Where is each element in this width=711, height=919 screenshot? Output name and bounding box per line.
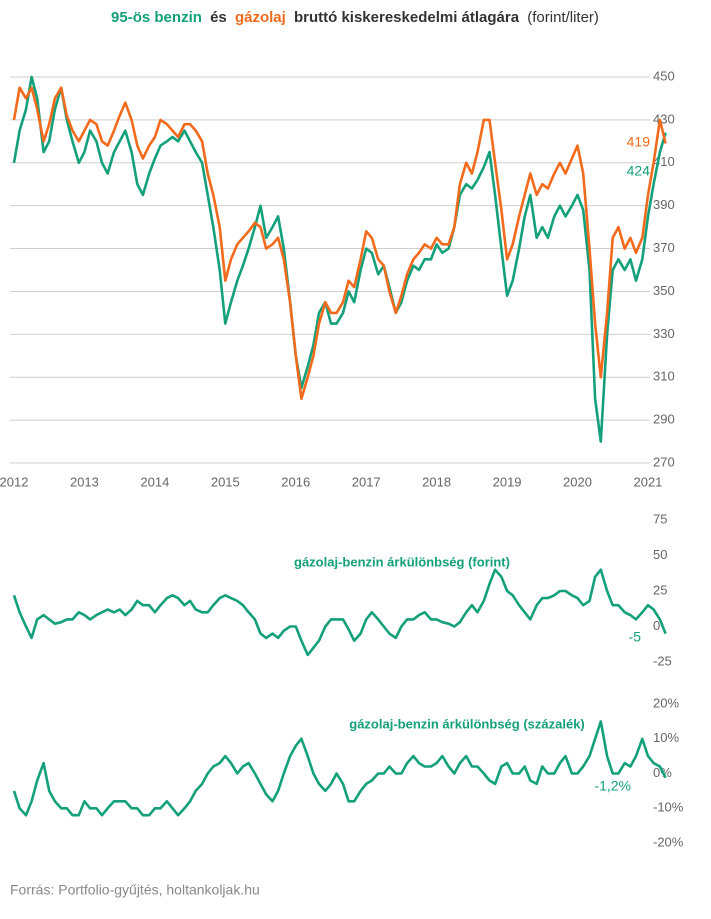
x-tick-label: 2021 <box>633 474 662 489</box>
title-part: 95-ös benzin <box>111 9 202 26</box>
y-tick-label: 430 <box>653 111 675 126</box>
x-tick-label: 2019 <box>493 474 522 489</box>
y-tick-label: 25 <box>653 582 667 597</box>
y-tick-label: 290 <box>653 412 675 427</box>
x-tick-label: 2016 <box>281 474 310 489</box>
x-tick-label: 2020 <box>563 474 592 489</box>
x-tick-label: 2015 <box>211 474 240 489</box>
x-tick-label: 2013 <box>70 474 99 489</box>
x-tick-label: 2017 <box>352 474 381 489</box>
y-tick-label: -25 <box>653 653 672 668</box>
source-note: Forrás: Portfolio-gyűjtés, holtankoljak.… <box>10 882 260 898</box>
series-label: gázolaj-benzin árkülönbség (forint) <box>294 554 510 569</box>
y-tick-label: 75 <box>653 511 667 526</box>
y-tick-label: -20% <box>653 834 684 849</box>
series-line <box>12 75 667 443</box>
y-tick-label: 450 <box>653 68 675 83</box>
x-tick-label: 2018 <box>422 474 451 489</box>
y-tick-label: 270 <box>653 454 675 469</box>
end-label: -1,2% <box>594 778 631 794</box>
end-label: -5 <box>629 629 642 645</box>
y-tick-label: 350 <box>653 283 675 298</box>
y-tick-label: 310 <box>653 369 675 384</box>
y-tick-label: 20% <box>653 695 679 710</box>
y-tick-label: 330 <box>653 326 675 341</box>
chart-title: 95-ös benzin és gázolaj bruttó kiskeresk… <box>111 9 599 26</box>
x-tick-label: 2014 <box>140 474 169 489</box>
y-tick-label: -10% <box>653 800 684 815</box>
end-label: 419 <box>627 134 651 150</box>
end-label: 424 <box>627 163 651 179</box>
title-part: (forint/liter) <box>527 9 599 26</box>
series-line <box>12 568 667 657</box>
y-tick-label: 370 <box>653 240 675 255</box>
x-tick-label: 2012 <box>0 474 28 489</box>
title-part: bruttó kiskereskedelmi átlagára <box>294 9 520 26</box>
y-tick-label: 50 <box>653 547 667 562</box>
y-tick-label: 0 <box>653 618 660 633</box>
y-tick-label: 390 <box>653 197 675 212</box>
title-part: gázolaj <box>235 9 286 26</box>
series-line <box>12 720 667 817</box>
series-line <box>12 86 667 400</box>
y-tick-label: 10% <box>653 730 679 745</box>
title-part: és <box>210 9 227 26</box>
series-label: gázolaj-benzin árkülönbség (százalék) <box>349 716 585 731</box>
